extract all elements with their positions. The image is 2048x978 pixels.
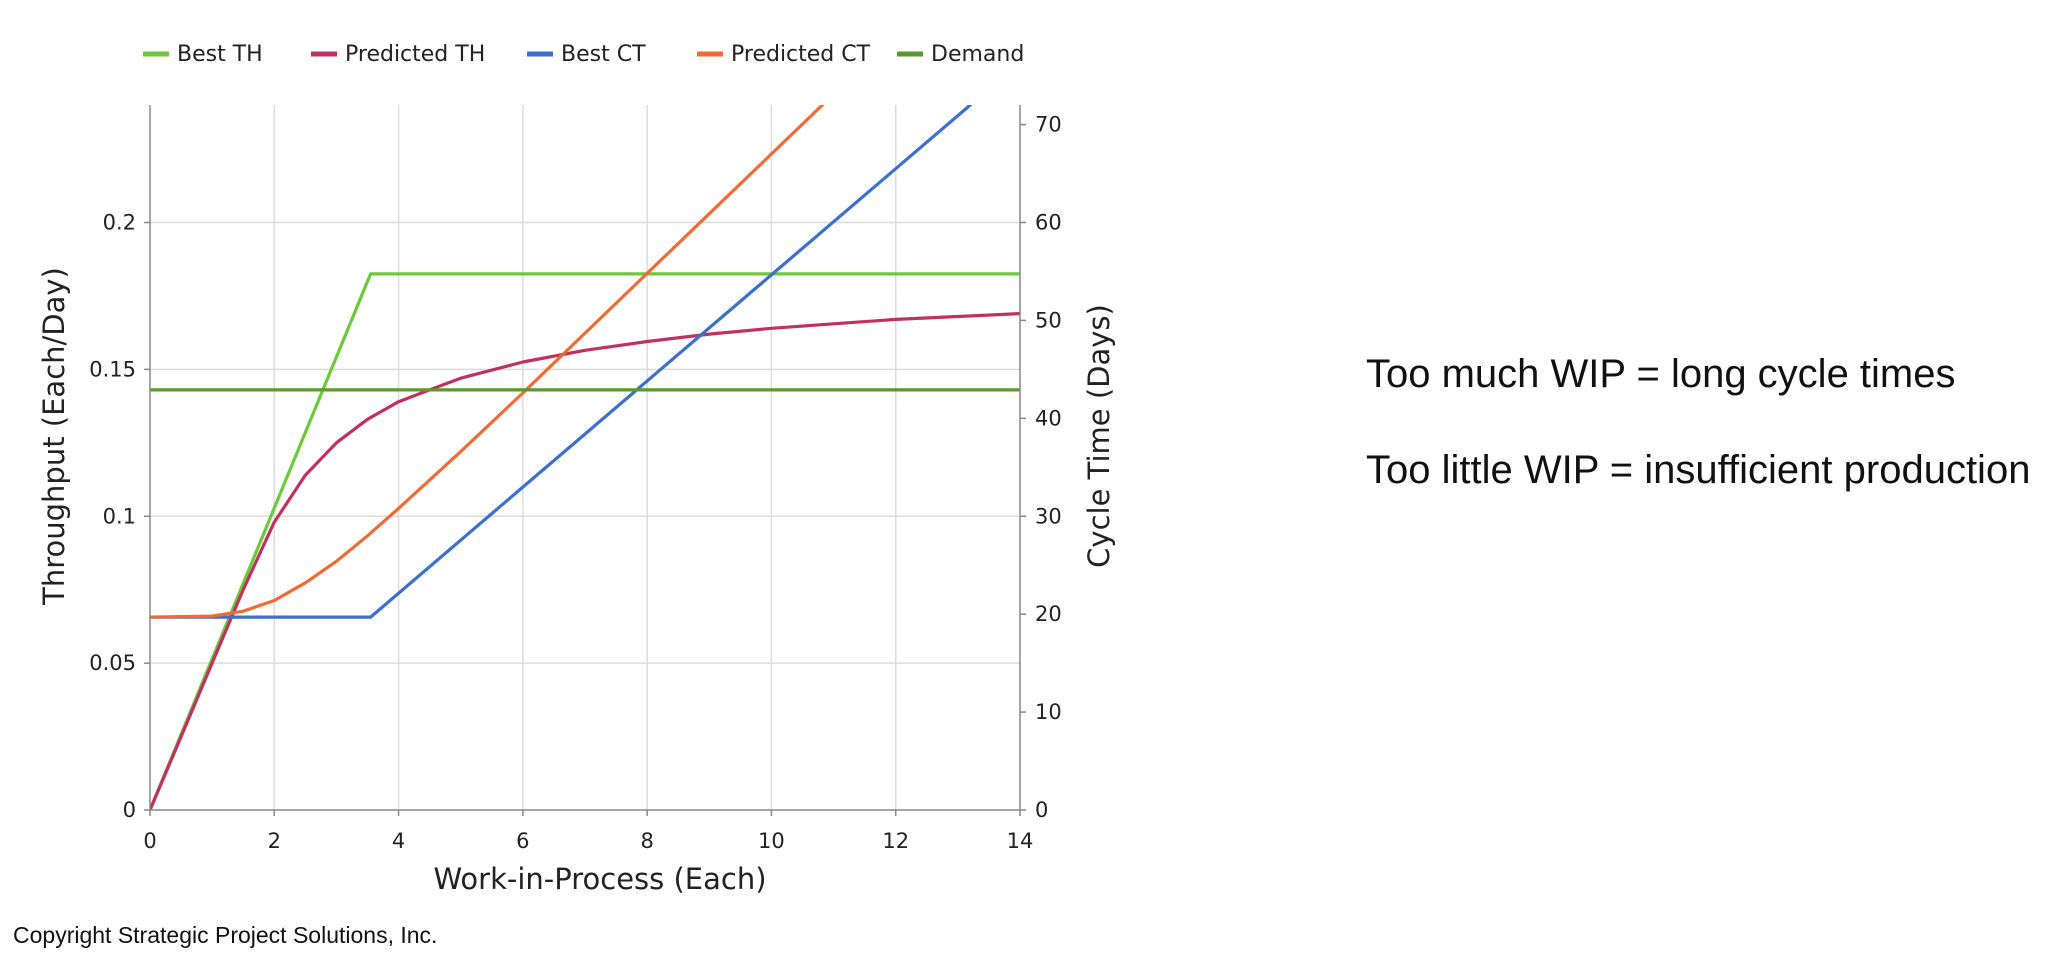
legend-label-best-ct: Best CT: [561, 42, 646, 67]
y2-tick-label: 50: [1035, 308, 1062, 332]
x-axis-title: Work-in-Process (Each): [433, 862, 766, 896]
annotation-too-much-wip: Too much WIP = long cycle times: [1366, 352, 1956, 396]
y2-tick-label: 70: [1035, 113, 1062, 137]
annotation-too-little-wip: Too little WIP = insufficient production: [1366, 448, 2031, 492]
legend-label-demand: Demand: [931, 42, 1024, 67]
x-tick-label: 6: [516, 829, 529, 853]
x-tick-label: 12: [882, 829, 909, 853]
axes: [144, 105, 1026, 816]
series-lines: [150, 105, 1020, 810]
y-tick-label: 0.2: [103, 211, 136, 235]
y2-axis-title: Cycle Time (Days): [1082, 304, 1116, 568]
y-tick-label: 0: [123, 798, 136, 822]
series-line-best-ct: [150, 105, 972, 619]
y-tick-label: 0.05: [89, 651, 136, 675]
series-line-best-th: [150, 272, 1020, 810]
grid: [150, 105, 1020, 810]
y2-tick-label: 20: [1035, 602, 1062, 626]
y-axis-title: Throughput (Each/Day): [37, 267, 71, 606]
legend-label-predicted-ct: Predicted CT: [731, 42, 871, 67]
x-tick-label: 8: [640, 829, 653, 853]
y2-tick-label: 40: [1035, 406, 1062, 430]
x-tick-label: 2: [268, 829, 281, 853]
y2-tick-label: 60: [1035, 211, 1062, 235]
y-tick-label: 0.15: [89, 357, 136, 381]
y2-tick-label: 0: [1035, 798, 1048, 822]
y2-tick-label: 30: [1035, 504, 1062, 528]
series-line-predicted-ct: [150, 105, 825, 619]
x-tick-label: 14: [1007, 829, 1034, 853]
tick-labels: 0 2 4 6 8 10 12 1400.050.10.150.201020304050607…: [89, 113, 1062, 853]
x-tick-label: 10: [758, 829, 785, 853]
x-tick-label: 4: [392, 829, 405, 853]
series-line-predicted-th: [150, 312, 1020, 810]
copyright-text: Copyright Strategic Project Solutions, I…: [13, 922, 438, 948]
x-tick-label: 0: [143, 829, 156, 853]
legend-label-predicted-th: Predicted TH: [345, 42, 485, 67]
y2-tick-label: 10: [1035, 700, 1062, 724]
legend-label-best-th: Best TH: [177, 42, 263, 67]
y-tick-label: 0.1: [103, 504, 136, 528]
legend: Best TH Predicted TH Best CT Predicted CT De…: [143, 42, 1024, 67]
